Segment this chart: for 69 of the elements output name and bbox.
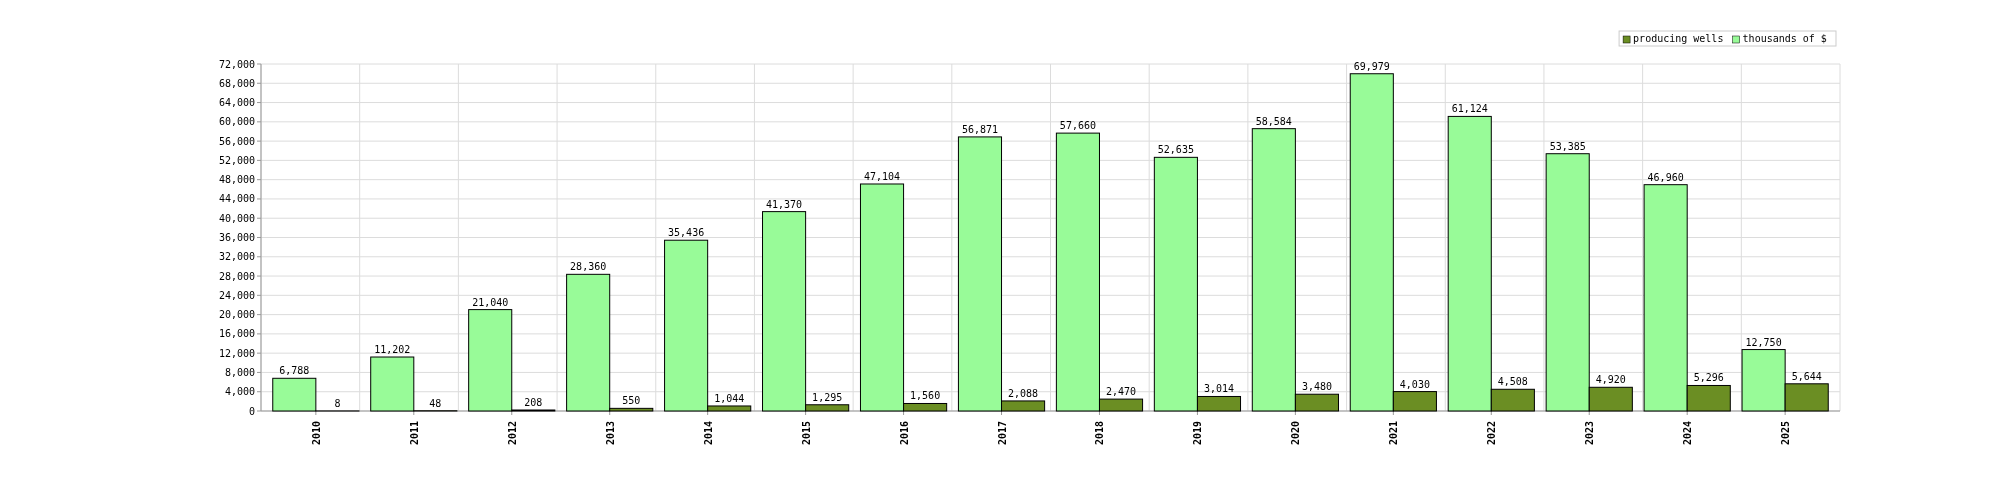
- data-label: 5,644: [1791, 370, 1822, 382]
- data-label: 57,660: [1059, 120, 1096, 132]
- data-label: 1,044: [714, 392, 745, 404]
- x-tick-label: 2012: [506, 421, 518, 446]
- data-label: 2,470: [1105, 386, 1137, 398]
- data-label: 8: [334, 397, 341, 409]
- data-label: 4,920: [1595, 374, 1626, 386]
- data-label: 4,508: [1497, 376, 1528, 388]
- y-tick-label: 32,000: [218, 251, 255, 263]
- data-label: 6,788: [279, 365, 310, 377]
- y-tick-label: 56,000: [218, 135, 255, 147]
- x-tick-label: 2019: [1192, 421, 1204, 446]
- y-tick-label: 28,000: [218, 270, 255, 282]
- y-tick-label: 0: [248, 405, 255, 417]
- data-label: 4,030: [1399, 378, 1430, 390]
- x-tick-label: 2021: [1388, 421, 1400, 446]
- y-tick-label: 24,000: [218, 289, 255, 301]
- x-tick-label: 2015: [800, 421, 812, 446]
- data-label: 56,871: [961, 123, 999, 135]
- x-tick-label: 2017: [996, 421, 1008, 446]
- y-tick-label: 8,000: [224, 366, 255, 378]
- data-label: 3,014: [1203, 383, 1235, 395]
- y-tick-label: 40,000: [218, 212, 255, 224]
- x-tick-label: 2018: [1094, 421, 1106, 446]
- y-tick-label: 68,000: [218, 77, 255, 89]
- y-tick-label: 48,000: [218, 174, 255, 186]
- x-tick-label: 2014: [702, 421, 714, 446]
- x-tick-label: 2020: [1290, 421, 1302, 446]
- data-label: 48: [429, 397, 442, 409]
- data-label: 1,295: [812, 391, 843, 403]
- data-label: 2,088: [1008, 387, 1039, 399]
- y-tick-label: 64,000: [218, 97, 255, 109]
- data-label: 69,979: [1353, 60, 1390, 72]
- y-tick-label: 20,000: [218, 309, 255, 321]
- y-tick-label: 36,000: [218, 232, 255, 243]
- legend-label: thousands of $: [1742, 33, 1827, 44]
- data-label: 12,750: [1745, 336, 1782, 348]
- legend-label: producing wells: [1633, 33, 1724, 44]
- y-tick-label: 52,000: [218, 154, 255, 166]
- x-tick-label: 2011: [408, 421, 420, 446]
- x-tick-label: 2023: [1584, 421, 1596, 446]
- y-tick-label: 12,000: [218, 347, 255, 359]
- data-label: 41,370: [766, 198, 803, 210]
- data-label: 46,960: [1647, 171, 1684, 183]
- data-label: 47,104: [863, 170, 901, 182]
- x-tick-label: 2016: [898, 421, 910, 446]
- data-label: 52,635: [1157, 144, 1194, 156]
- data-label: 61,124: [1451, 103, 1488, 115]
- data-label: 5,296: [1693, 372, 1724, 384]
- x-tick-label: 2025: [1780, 421, 1792, 446]
- data-label: 28,360: [570, 261, 607, 273]
- y-tick-label: 72,000: [218, 58, 255, 70]
- data-label: 11,202: [374, 344, 411, 356]
- data-label: 21,040: [472, 296, 509, 308]
- data-label: 208: [524, 397, 543, 408]
- y-tick-label: 16,000: [218, 328, 255, 340]
- data-label: 53,385: [1549, 140, 1586, 152]
- data-label: 58,584: [1255, 115, 1292, 127]
- data-label: 3,480: [1301, 381, 1332, 393]
- x-tick-label: 2013: [604, 421, 616, 446]
- data-label: 550: [622, 395, 641, 407]
- data-label: 1,560: [910, 390, 941, 402]
- data-label: 35,436: [668, 227, 705, 239]
- x-tick-label: 2024: [1682, 421, 1694, 446]
- y-tick-label: 60,000: [218, 116, 255, 128]
- y-tick-label: 4,000: [224, 386, 255, 398]
- x-tick-label: 2010: [310, 421, 322, 446]
- y-tick-label: 44,000: [218, 193, 255, 205]
- x-tick-label: 2022: [1486, 421, 1498, 446]
